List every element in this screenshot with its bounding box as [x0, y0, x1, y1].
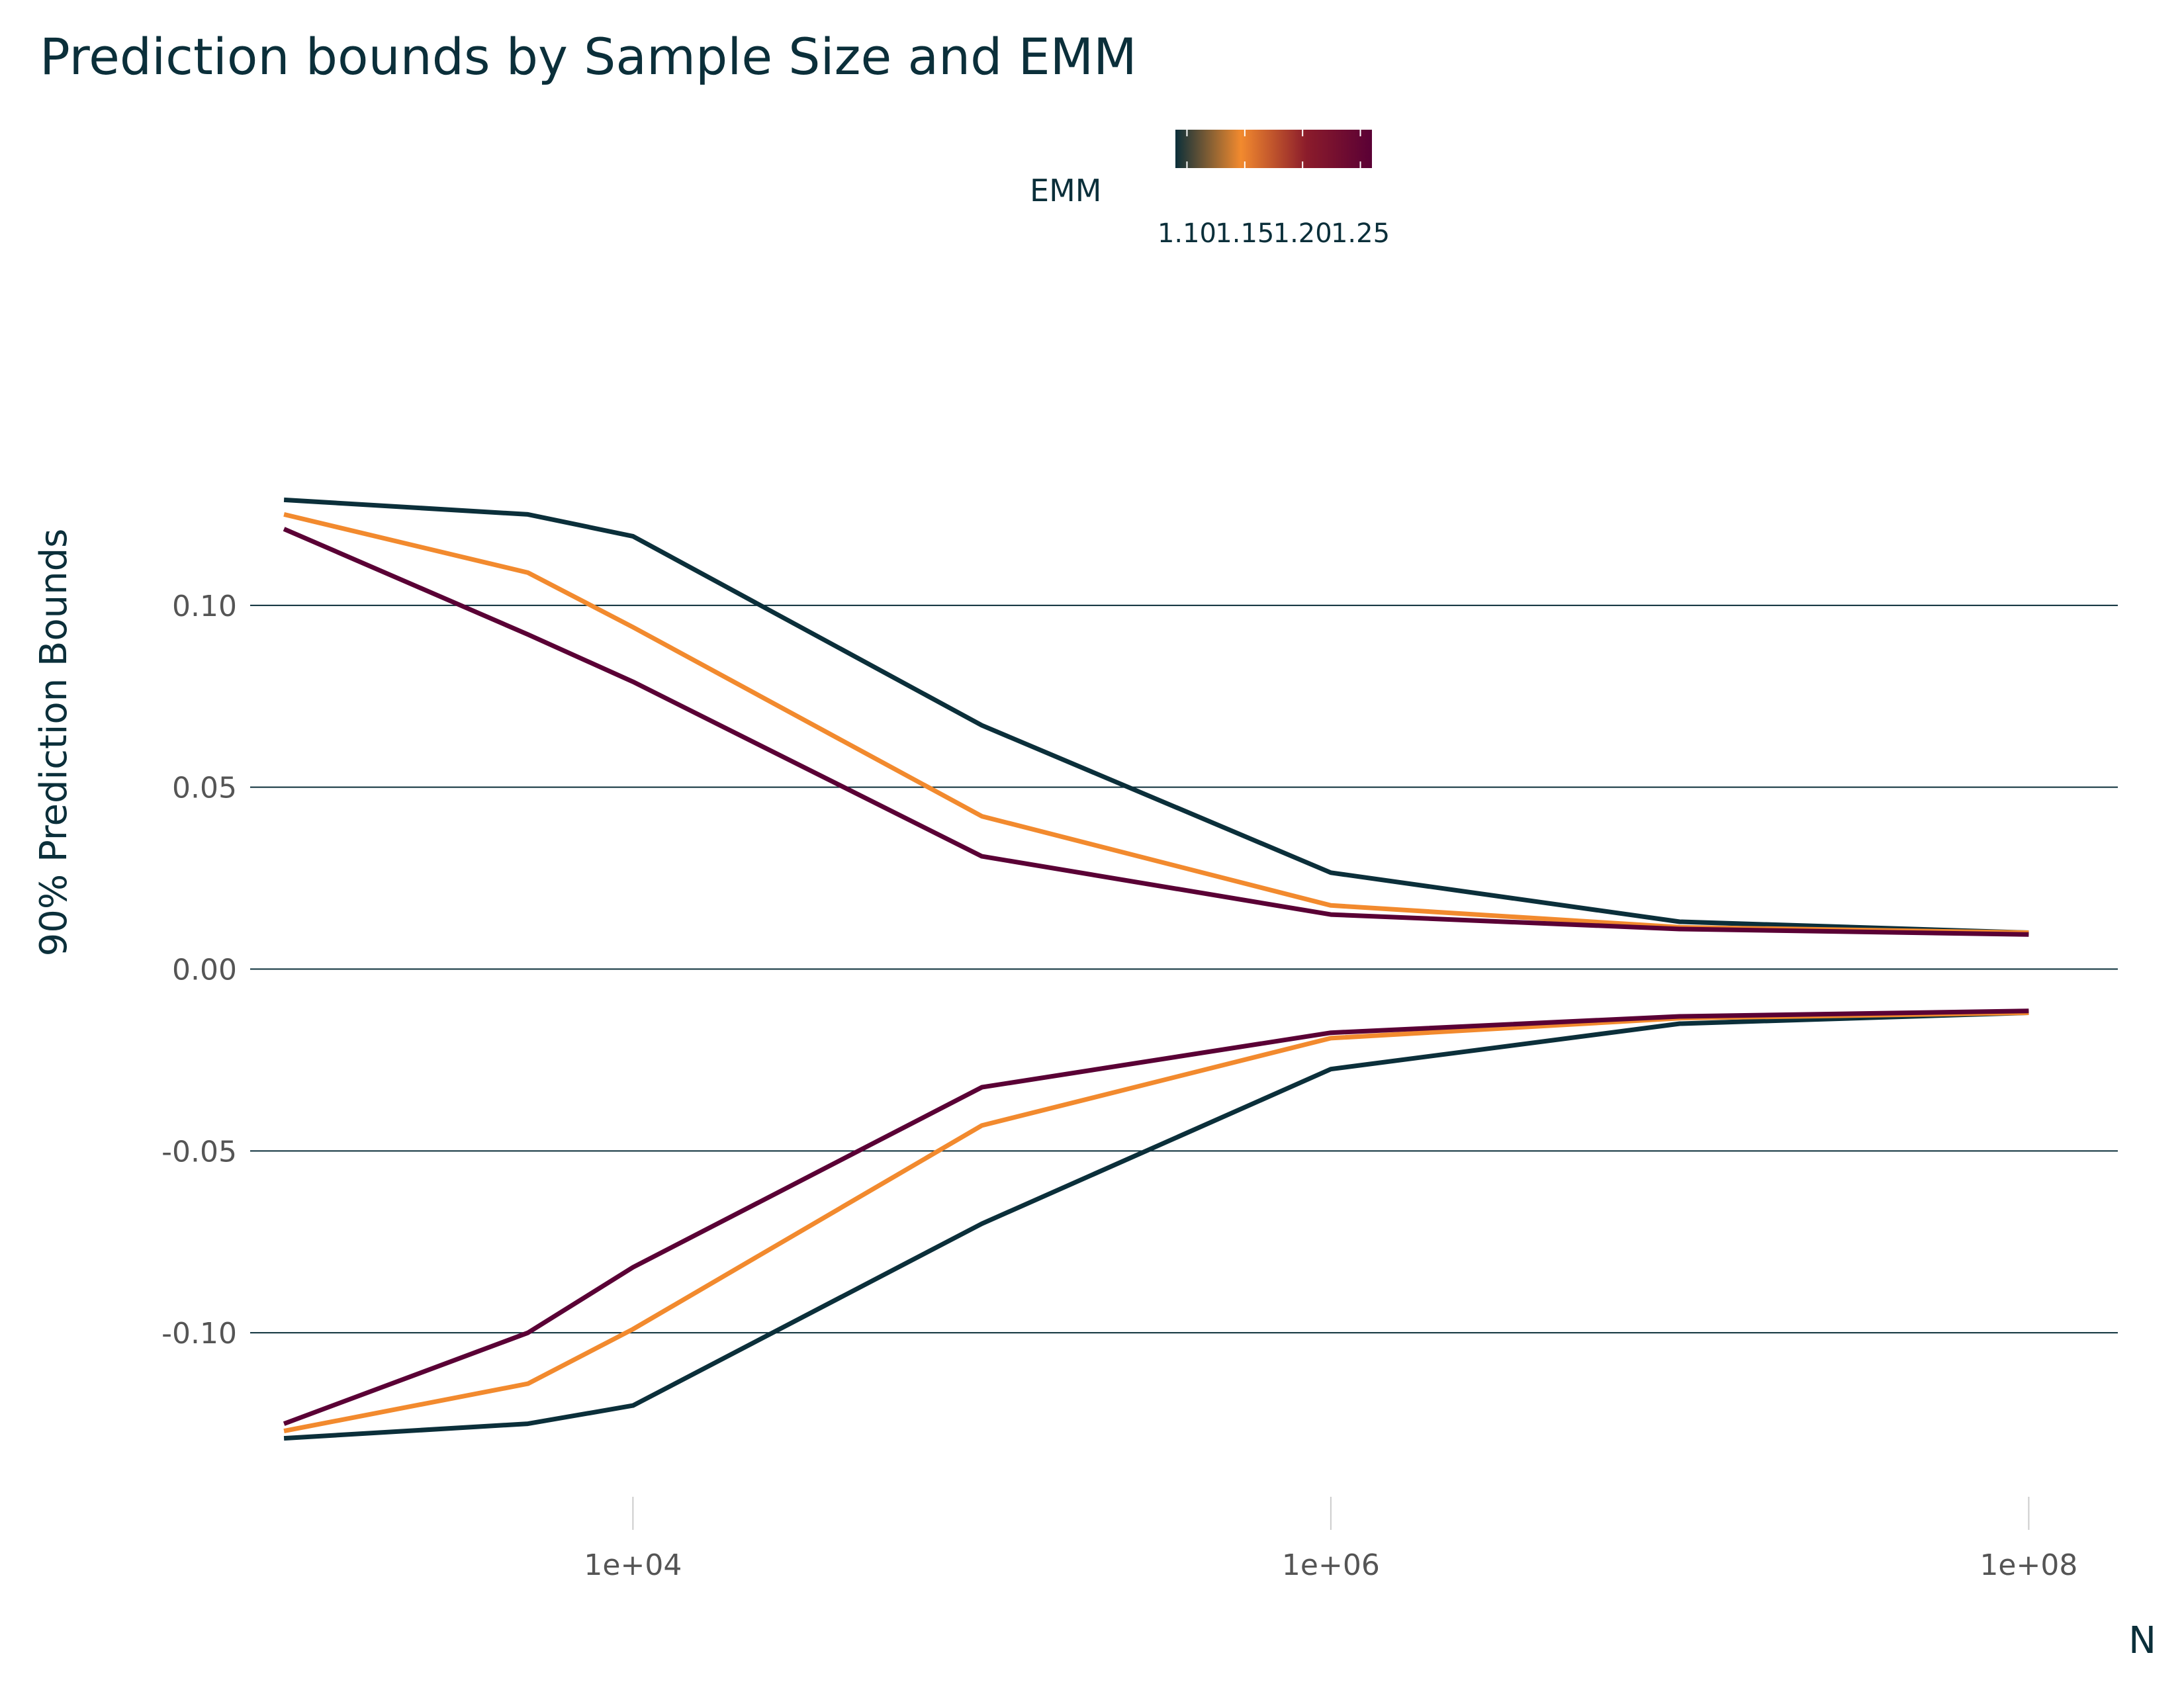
series-lines: [283, 497, 2029, 1441]
legend-tick-label: 1.25: [1331, 218, 1390, 249]
series-line-upper-emm-1.25: [283, 527, 2029, 937]
y-tick-label: -0.10: [161, 1317, 237, 1351]
y-tick-label: 0.05: [172, 772, 237, 805]
x-tick-label: 1e+08: [1979, 1548, 2077, 1582]
y-tick-label: 0.10: [172, 590, 237, 623]
y-tick-label: 0.00: [172, 954, 237, 987]
legend-colorbar: [1175, 130, 1372, 168]
legend-tick-label: 1.20: [1273, 218, 1332, 249]
legend-title: EMM: [1030, 173, 1101, 208]
chart-title: Prediction bounds by Sample Size and EMM: [40, 27, 1137, 86]
x-tick-label: 1e+04: [584, 1548, 682, 1582]
legend-tick-label: 1.15: [1215, 218, 1274, 249]
legend: EMM 1.101.151.201.25: [1030, 130, 1390, 249]
x-axis-label: N: [2128, 1619, 2156, 1662]
x-axis-ticks: 1e+04 1e+06 1e+08: [584, 1497, 2077, 1582]
series-line-lower-emm-1.25: [283, 1008, 2029, 1426]
grid-lines: [250, 604, 2118, 1334]
y-axis-ticks: -0.10 -0.05 0.00 0.05 0.10: [161, 590, 237, 1351]
legend-tick-label: 1.10: [1158, 218, 1216, 249]
y-axis-label: 90% Prediction Bounds: [32, 529, 75, 957]
legend-ticks: 1.101.151.201.25: [1158, 130, 1390, 249]
series-line-lower-emm-1.1: [283, 1010, 2029, 1441]
x-tick-label: 1e+06: [1282, 1548, 1380, 1582]
y-tick-label: -0.05: [161, 1135, 237, 1169]
series-line-upper-emm-1.1: [283, 497, 2029, 935]
